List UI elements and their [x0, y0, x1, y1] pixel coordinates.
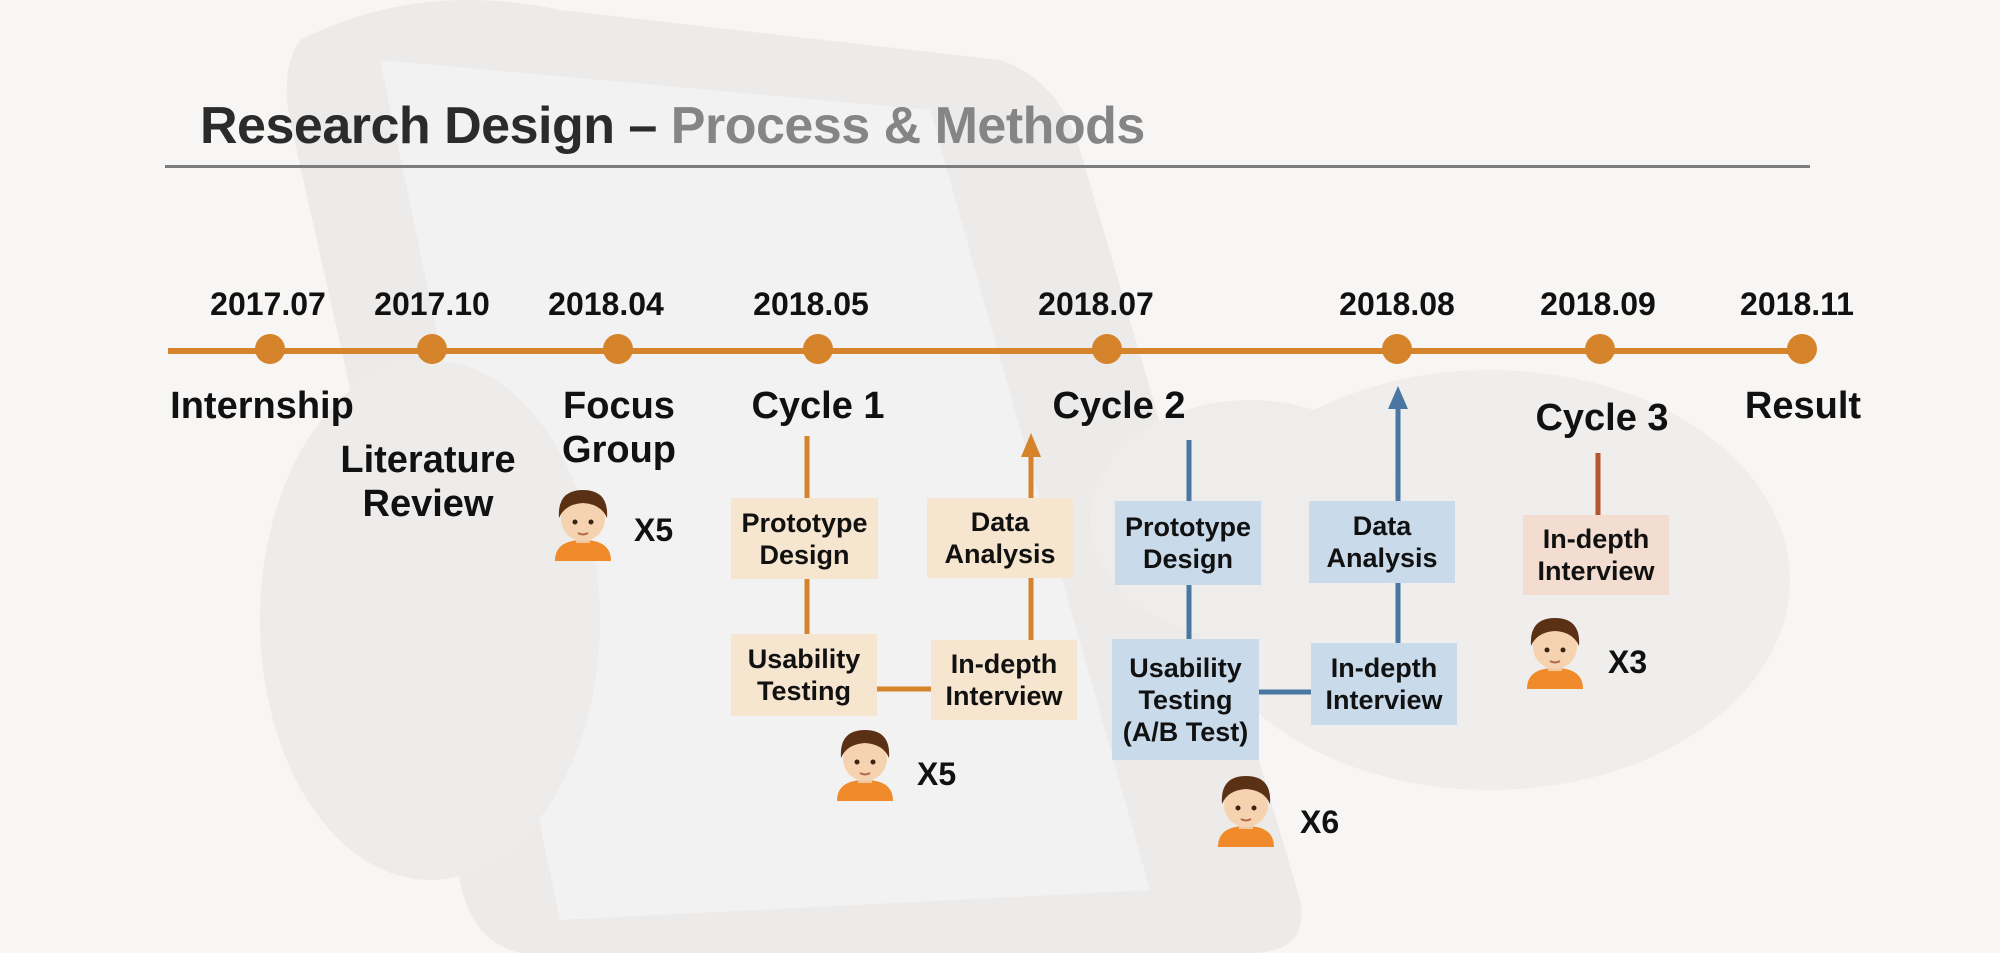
cycle2-usability-testing: Usability Testing (A/B Test): [1112, 639, 1259, 760]
date-label: 2018.04: [548, 286, 664, 322]
timeline-dot-2018-04: [603, 334, 633, 364]
box-line: (A/B Test): [1122, 716, 1249, 747]
box-line: In-depth: [1542, 524, 1650, 554]
date-label: 2018.05: [753, 286, 869, 322]
cycle1-in-depth-interview: In-depth Interview: [931, 640, 1077, 720]
box-line: Prototype: [741, 507, 868, 538]
box-line: Analysis: [1326, 543, 1438, 573]
milestone-cycle2: Cycle 2: [1052, 385, 1186, 427]
box-line: Interview: [1537, 556, 1655, 586]
cycle2-prototype-design: Prototype Design: [1115, 501, 1261, 585]
title-main: Research Design –: [200, 97, 671, 155]
timeline-dots: [255, 334, 1817, 364]
date-label: 2017.07: [210, 286, 326, 322]
box-line: Data: [1352, 511, 1412, 541]
box-line: Usability: [747, 644, 861, 674]
box-line: Testing: [756, 676, 851, 706]
milestone-internship: Internship: [170, 385, 354, 427]
timeline-dot-2017-07: [255, 334, 285, 364]
box-line: In-depth: [950, 649, 1058, 679]
milestone-cycle1: Cycle 1: [751, 385, 885, 427]
milestone-line: Group: [562, 429, 676, 471]
participant-count-cycle2: X6: [1300, 804, 1340, 840]
box-line: Usability: [1129, 652, 1242, 683]
date-label: 2018.07: [1038, 286, 1154, 322]
cycle1-prototype-design: Prototype Design: [731, 498, 878, 579]
milestone-literature-review: Literature Review: [340, 438, 515, 526]
date-label: 2017.10: [374, 286, 490, 322]
box-line: Design: [759, 539, 850, 570]
timeline-dot-2018-09: [1585, 334, 1615, 364]
cycle1-connectors: [804, 436, 1034, 692]
user-avatar-icon: [837, 730, 893, 801]
cycle1-arrow-up-icon: [1021, 433, 1041, 457]
box-line: In-depth: [1330, 653, 1438, 683]
participant-count-cycle3: X3: [1608, 644, 1648, 680]
milestone-line: Review: [362, 483, 494, 525]
cycle1-data-analysis: Data Analysis: [927, 498, 1073, 578]
timeline-dot-2018-05: [803, 334, 833, 364]
user-avatar-icon: [1218, 776, 1274, 847]
box-line: Prototype: [1124, 512, 1251, 542]
date-label: 2018.08: [1339, 286, 1455, 322]
date-label: 2018.09: [1540, 286, 1656, 322]
box-line: Analysis: [944, 539, 1056, 569]
date-label: 2018.11: [1740, 286, 1854, 322]
milestone-cycle3: Cycle 3: [1535, 397, 1669, 439]
milestone-line: Literature: [340, 439, 516, 481]
milestone-line: Focus: [563, 385, 675, 427]
timeline-dot-2018-11: [1787, 334, 1817, 364]
participant-count-focus-group: X5: [634, 512, 674, 548]
title-divider: [165, 165, 1810, 168]
milestone-focus-group: Focus Group: [562, 384, 676, 472]
cycle2-connectors: [1186, 406, 1401, 695]
timeline-dot-2017-10: [417, 334, 447, 364]
cycle3-in-depth-interview: In-depth Interview: [1523, 515, 1669, 595]
box-line: Testing: [1138, 684, 1233, 715]
cycle1-usability-testing: Usability Testing: [731, 634, 877, 716]
cycle2-in-depth-interview: In-depth Interview: [1311, 643, 1457, 725]
timeline-dot-2018-07: [1092, 334, 1122, 364]
milestone-result: Result: [1744, 385, 1862, 427]
cycle2-data-analysis: Data Analysis: [1309, 501, 1455, 583]
participant-count-cycle1: X5: [917, 756, 957, 792]
cycle2-arrow-up-icon: [1388, 386, 1408, 409]
box-line: Data: [970, 507, 1030, 537]
timeline-dot-2018-08: [1382, 334, 1412, 364]
box-line: Interview: [1325, 685, 1443, 715]
avatar-icons: [555, 490, 1583, 847]
box-line: Design: [1142, 544, 1233, 574]
user-avatar-icon: [1527, 618, 1583, 689]
title-accent: Process & Methods: [670, 97, 1146, 155]
page-title: Research Design – Process & Methods: [200, 96, 1145, 156]
box-line: Interview: [945, 681, 1063, 711]
user-avatar-icon: [555, 490, 611, 561]
